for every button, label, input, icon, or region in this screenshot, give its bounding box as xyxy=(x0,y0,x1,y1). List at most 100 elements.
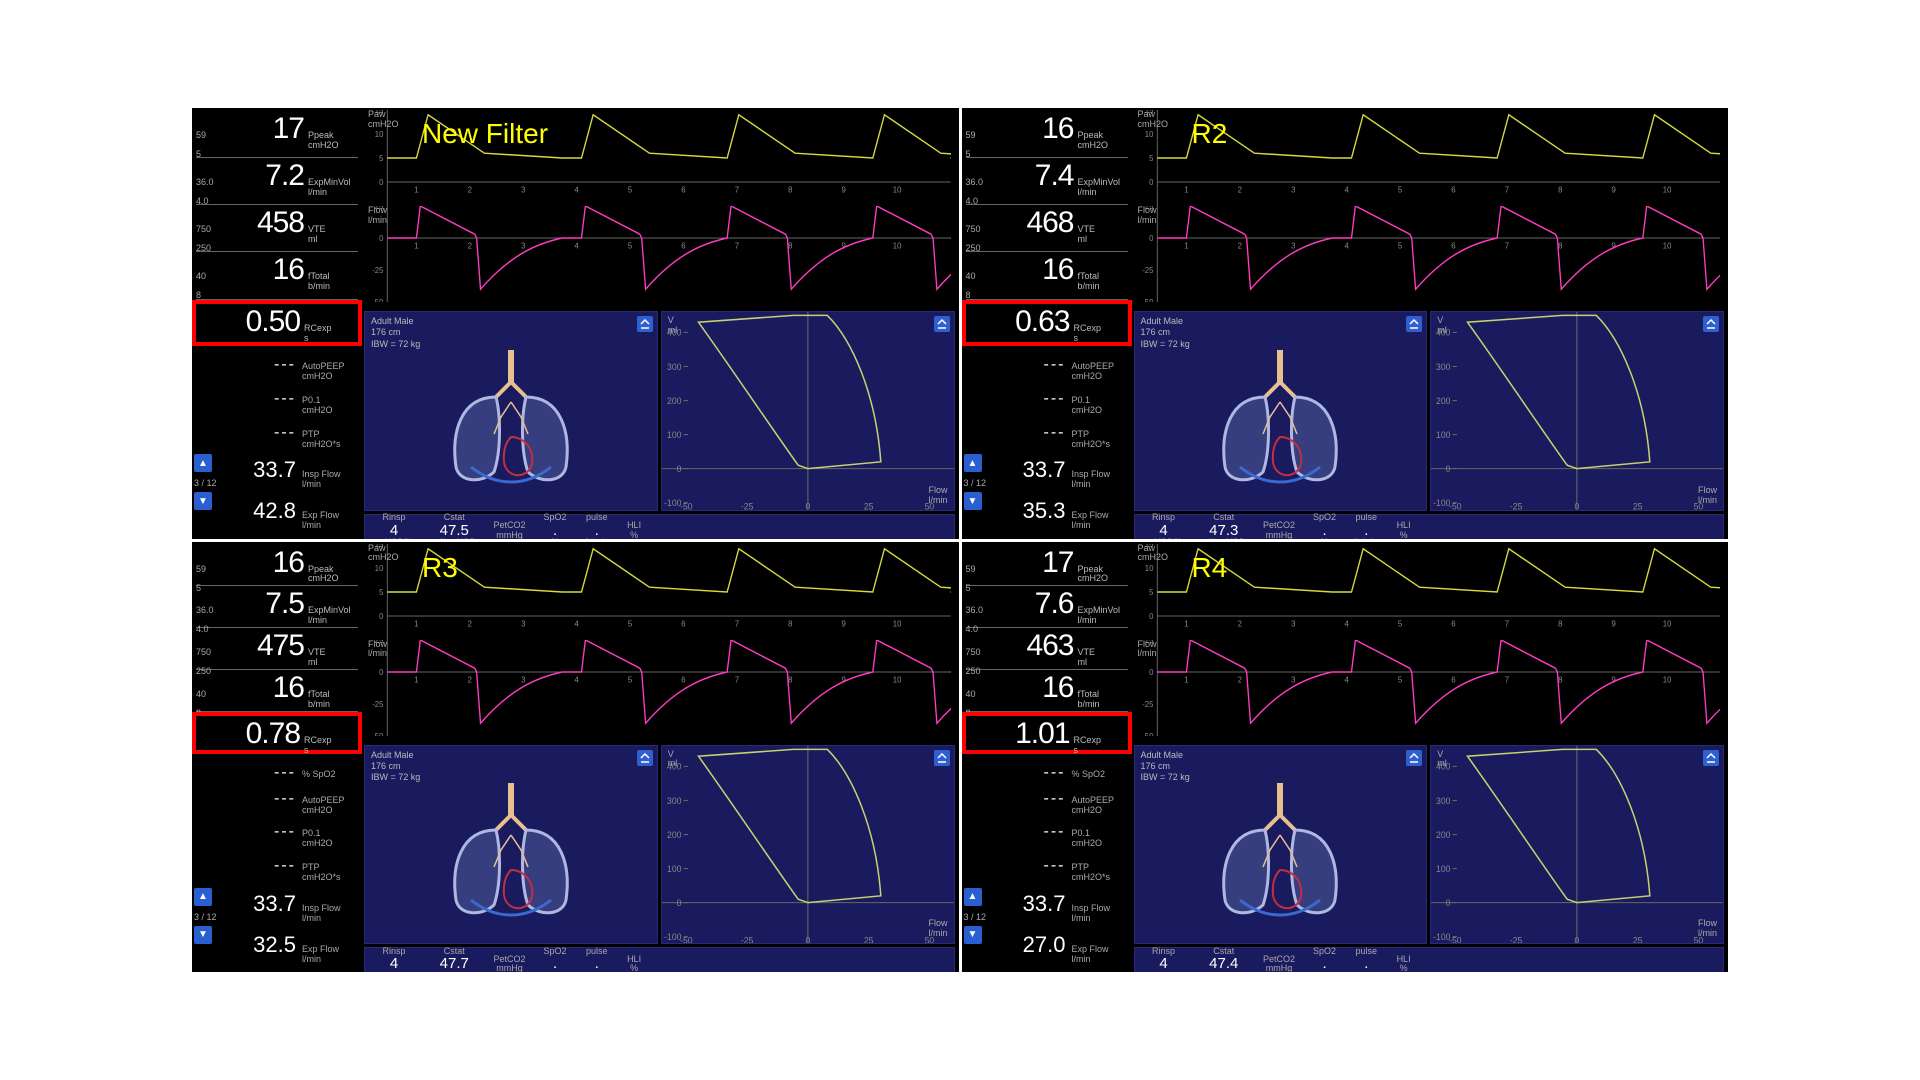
metric-row: 36.04.0 7.5 ExpMinVoll/min xyxy=(196,586,358,628)
page-down-button[interactable]: ▼ xyxy=(964,926,982,944)
page-up-button[interactable]: ▲ xyxy=(964,454,982,472)
svg-text:4: 4 xyxy=(1344,675,1349,684)
svg-text:300: 300 xyxy=(1436,362,1451,372)
sub-metric: ---P0.1cmH2O xyxy=(966,386,1128,420)
sub-metric: 32.5Exp Flowl/min xyxy=(196,928,358,969)
page-up-button[interactable]: ▲ xyxy=(194,888,212,906)
patient-info: Adult Male176 cmIBW = 72 kg xyxy=(1141,750,1190,784)
page-down-button[interactable]: ▼ xyxy=(964,492,982,510)
expand-icon[interactable] xyxy=(637,750,653,766)
svg-text:9: 9 xyxy=(842,619,847,628)
waveform-flow: Flowl/min 250-25-5012345678910 xyxy=(1134,206,1721,302)
expand-icon[interactable] xyxy=(934,750,950,766)
page-nav: ▲ 3 / 12 ▼ xyxy=(964,454,987,510)
metric-row: 408 16 fTotalb/min xyxy=(196,670,358,712)
expand-icon[interactable] xyxy=(934,316,950,332)
expand-icon[interactable] xyxy=(1703,750,1719,766)
svg-text:3: 3 xyxy=(1291,619,1296,628)
sub-metric: ---% SpO2 xyxy=(966,760,1128,786)
metric-value: 17 xyxy=(218,112,308,146)
footer-bar: Rinsp4cmH2O/l/s Cstat47.5ml/cmH2O PetCO2… xyxy=(364,514,955,539)
expand-icon[interactable] xyxy=(1406,750,1422,766)
svg-text:8: 8 xyxy=(788,185,793,194)
svg-text:10: 10 xyxy=(1144,563,1153,572)
svg-text:100: 100 xyxy=(1436,430,1451,440)
expand-icon[interactable] xyxy=(1703,316,1719,332)
expand-icon[interactable] xyxy=(1406,316,1422,332)
metric-value: 17 xyxy=(988,546,1078,580)
svg-text:25: 25 xyxy=(1633,501,1643,509)
svg-text:-100: -100 xyxy=(1433,931,1450,941)
svg-text:6: 6 xyxy=(681,241,686,250)
sub-metric: ---AutoPEEPcmH2O xyxy=(966,352,1128,386)
svg-text:0: 0 xyxy=(676,464,681,474)
page-indicator: 3 / 12 xyxy=(964,912,987,922)
svg-text:2: 2 xyxy=(468,619,473,628)
svg-text:1: 1 xyxy=(1184,241,1189,250)
svg-text:6: 6 xyxy=(681,185,686,194)
flow-volume-loop: Vml 4003002001000-100-50-2502550 Flowl/m… xyxy=(661,311,955,511)
metric-row: 750250 458 VTEml xyxy=(196,205,358,252)
svg-text:10: 10 xyxy=(1662,675,1671,684)
svg-text:4: 4 xyxy=(574,241,579,250)
page-down-button[interactable]: ▼ xyxy=(194,492,212,510)
sub-metric: 33.7Insp Flowl/min xyxy=(966,453,1128,494)
svg-text:25: 25 xyxy=(864,501,874,509)
metric-value: 7.2 xyxy=(218,159,308,193)
svg-text:200: 200 xyxy=(1436,396,1451,406)
lung-panel: Adult Male176 cmIBW = 72 kg xyxy=(364,745,658,945)
svg-text:5: 5 xyxy=(1397,675,1402,684)
svg-text:100: 100 xyxy=(1436,863,1451,873)
svg-text:10: 10 xyxy=(375,130,384,139)
expand-icon[interactable] xyxy=(637,316,653,332)
metric-value: 0.78 xyxy=(222,717,304,751)
svg-text:-25: -25 xyxy=(741,501,754,509)
page-up-button[interactable]: ▲ xyxy=(964,888,982,906)
svg-text:9: 9 xyxy=(1611,675,1616,684)
page-nav: ▲ 3 / 12 ▼ xyxy=(194,454,217,510)
metric-row: 750250 463 VTEml xyxy=(966,628,1128,670)
svg-text:1: 1 xyxy=(1184,675,1189,684)
sub-metric: ---PTPcmH2O*s xyxy=(966,420,1128,454)
svg-text:0: 0 xyxy=(379,178,384,187)
svg-text:0: 0 xyxy=(379,234,384,243)
metric-row: 595 17 PpeakcmH2O xyxy=(196,111,358,158)
svg-text:10: 10 xyxy=(893,675,902,684)
svg-text:100: 100 xyxy=(667,430,682,440)
svg-text:0: 0 xyxy=(1149,667,1154,676)
metric-row: 750250 468 VTEml xyxy=(966,205,1128,252)
panel-tag: R2 xyxy=(1192,118,1228,150)
page-down-button[interactable]: ▼ xyxy=(194,926,212,944)
svg-text:10: 10 xyxy=(1144,130,1153,139)
svg-text:4: 4 xyxy=(1344,619,1349,628)
metric-row: 1.01 RCexps xyxy=(962,712,1132,754)
svg-text:2: 2 xyxy=(468,185,473,194)
metric-row: 595 17 PpeakcmH2O xyxy=(966,545,1128,587)
lung-panel: Adult Male176 cmIBW = 72 kg xyxy=(364,311,658,511)
svg-text:9: 9 xyxy=(1611,619,1616,628)
metric-value: 16 xyxy=(988,671,1078,705)
svg-text:7: 7 xyxy=(1504,185,1509,194)
svg-text:300: 300 xyxy=(667,362,682,372)
svg-text:-50: -50 xyxy=(680,935,693,943)
svg-text:0: 0 xyxy=(379,667,384,676)
svg-text:10: 10 xyxy=(893,241,902,250)
svg-text:2: 2 xyxy=(1237,619,1242,628)
svg-text:10: 10 xyxy=(1662,241,1671,250)
svg-text:0: 0 xyxy=(805,501,810,509)
ventilator-grid: New Filter 595 17 PpeakcmH2O 36.04.0 7.2… xyxy=(192,108,1728,972)
svg-text:-50: -50 xyxy=(1449,501,1462,509)
svg-text:-50: -50 xyxy=(1142,298,1154,302)
svg-text:1: 1 xyxy=(1184,619,1189,628)
svg-text:200: 200 xyxy=(667,829,682,839)
ventilator-panel: R2 595 16 PpeakcmH2O 36.04.0 7.4 ExpMinV… xyxy=(962,108,1729,539)
panel-tag: R4 xyxy=(1192,552,1228,584)
svg-text:0: 0 xyxy=(1575,501,1580,509)
page-up-button[interactable]: ▲ xyxy=(194,454,212,472)
svg-text:2: 2 xyxy=(1237,241,1242,250)
svg-text:5: 5 xyxy=(379,154,384,163)
svg-text:10: 10 xyxy=(1662,185,1671,194)
metric-value: 16 xyxy=(218,671,308,705)
metric-value: 468 xyxy=(988,206,1078,240)
metrics-column: 595 16 PpeakcmH2O 36.04.0 7.5 ExpMinVoll… xyxy=(192,542,362,972)
